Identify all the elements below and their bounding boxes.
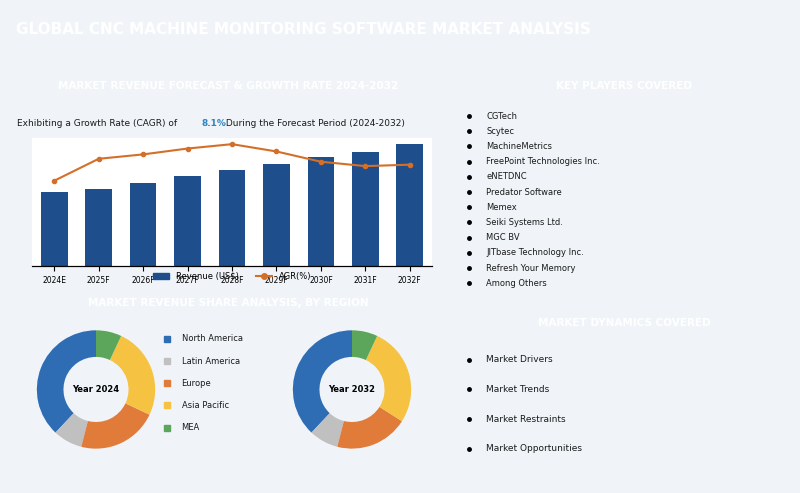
Text: Refresh Your Memory: Refresh Your Memory [486,264,576,273]
Wedge shape [96,330,121,360]
Wedge shape [293,330,352,432]
Bar [86,188,112,266]
Text: Memex: Memex [486,203,517,212]
Text: MEA: MEA [182,423,200,432]
Text: Latin America: Latin America [182,356,240,366]
Text: Market Drivers: Market Drivers [486,355,553,364]
Wedge shape [110,336,155,415]
Text: Market Opportunities: Market Opportunities [486,444,582,453]
Text: 8.1%: 8.1% [202,119,226,128]
Bar [130,183,157,266]
Text: FreePoint Technologies Inc.: FreePoint Technologies Inc. [486,157,600,166]
Text: MARKET REVENUE FORECAST & GROWTH RATE 2024-2032: MARKET REVENUE FORECAST & GROWTH RATE 20… [58,81,398,91]
Wedge shape [311,413,344,447]
Wedge shape [82,403,150,449]
Text: eNETDNC: eNETDNC [486,173,527,181]
Text: North America: North America [182,334,242,344]
Text: Market Restraints: Market Restraints [486,415,566,423]
Text: Predator Software: Predator Software [486,187,562,197]
Wedge shape [55,413,88,447]
Text: MARKET REVENUE SHARE ANALYSIS, BY REGION: MARKET REVENUE SHARE ANALYSIS, BY REGION [88,298,368,308]
Bar [41,192,67,266]
Text: GLOBAL CNC MACHINE MONITORING SOFTWARE MARKET ANALYSIS: GLOBAL CNC MACHINE MONITORING SOFTWARE M… [16,22,590,37]
Text: Scytec: Scytec [486,127,514,136]
Wedge shape [338,407,402,449]
Bar [307,157,334,266]
Text: CGTech: CGTech [486,111,518,121]
Text: Year 2032: Year 2032 [329,385,375,394]
Bar [352,151,378,266]
Text: Europe: Europe [182,379,211,388]
Text: Market Trends: Market Trends [486,385,550,394]
Text: MGC BV: MGC BV [486,233,520,242]
Text: Year 2024: Year 2024 [73,385,119,394]
Bar [263,164,290,266]
Wedge shape [37,330,96,432]
Legend: Revenue (US$), AGR(%): Revenue (US$), AGR(%) [150,268,314,284]
Text: KEY PLAYERS COVERED: KEY PLAYERS COVERED [556,81,692,91]
Text: MARKET DYNAMICS COVERED: MARKET DYNAMICS COVERED [538,318,710,328]
Text: Among Others: Among Others [486,279,547,288]
Bar [218,170,246,266]
Text: MachineMetrics: MachineMetrics [486,142,552,151]
Text: During the Forecast Period (2024-2032): During the Forecast Period (2024-2032) [222,119,405,128]
Text: Seiki Systems Ltd.: Seiki Systems Ltd. [486,218,563,227]
Text: Asia Pacific: Asia Pacific [182,401,229,410]
Bar [397,144,423,266]
Text: JITbase Technology Inc.: JITbase Technology Inc. [486,248,584,257]
Bar [174,176,201,266]
Wedge shape [366,336,411,421]
Wedge shape [352,330,377,360]
Text: Exhibiting a Growth Rate (CAGR) of: Exhibiting a Growth Rate (CAGR) of [17,119,180,128]
